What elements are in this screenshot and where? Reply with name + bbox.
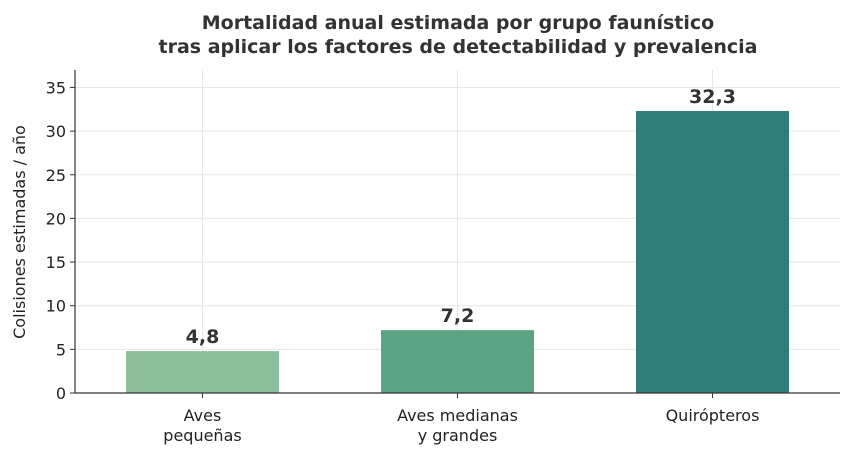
- y-tick-label: 10: [46, 297, 66, 316]
- chart-subtitle: tras aplicar los factores de detectabili…: [159, 36, 758, 58]
- y-tick-label: 15: [46, 253, 66, 272]
- y-tick-label: 25: [46, 166, 66, 185]
- y-axis-label: Colisiones estimadas / año: [10, 125, 29, 339]
- y-tick-label: 20: [46, 209, 66, 228]
- bar: [381, 330, 534, 393]
- bar: [636, 111, 789, 394]
- y-tick-label: 5: [56, 340, 66, 359]
- bar: [126, 351, 279, 393]
- axes: 0 5 10 15 20 25 30 35 Aves pequeñas Aves medianas y…: [46, 70, 840, 445]
- y-tick-label: 35: [46, 78, 66, 97]
- data-labels: 4,8 7,2 32,3: [186, 86, 736, 348]
- bar-value-label: 32,3: [689, 86, 736, 108]
- x-tick-label: Quirópteros: [666, 406, 760, 425]
- x-tick-label: Aves medianas y grandes: [397, 406, 518, 445]
- y-tick-label: 30: [46, 122, 66, 141]
- y-tick-label: 0: [56, 384, 66, 403]
- x-tick-label: Aves pequeñas: [163, 406, 241, 445]
- bar-value-label: 7,2: [441, 305, 475, 327]
- bars: [126, 111, 789, 394]
- bar-value-label: 4,8: [186, 326, 220, 348]
- chart-title: Mortalidad anual estimada por grupo faun…: [202, 12, 714, 34]
